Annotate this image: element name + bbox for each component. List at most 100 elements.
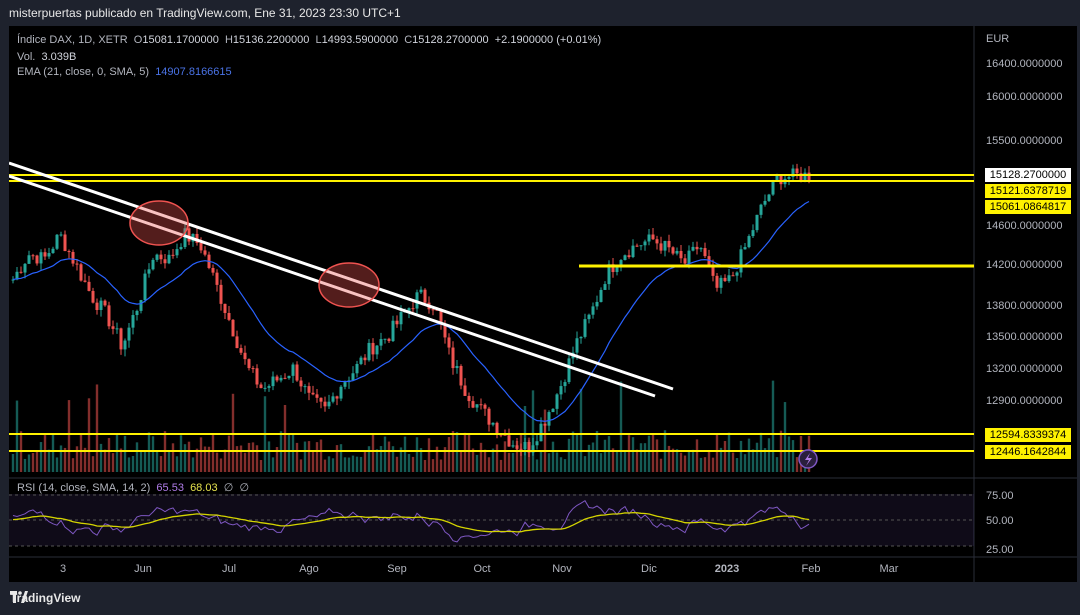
y-tick-label: 12900.0000000 — [986, 395, 1062, 407]
candle-body — [371, 342, 375, 355]
volume-bar — [623, 450, 627, 472]
candle-body — [599, 289, 603, 302]
price-label-3: 12594.8339374 — [985, 428, 1071, 442]
volume-bar — [735, 458, 739, 472]
legend-ema: 14907.8166615 — [155, 66, 232, 78]
candle-body — [639, 245, 643, 247]
volume-bar — [319, 439, 323, 472]
volume-bar — [415, 437, 419, 472]
volume-bar — [199, 437, 203, 472]
volume-bar — [667, 445, 671, 472]
candle-body — [111, 326, 115, 329]
volume-bar — [179, 435, 183, 472]
candle-body — [219, 284, 223, 304]
candle-body — [423, 289, 427, 303]
volume-bar — [631, 437, 635, 472]
candle-body — [707, 256, 711, 267]
candle-body — [183, 228, 187, 248]
volume-bar — [67, 400, 71, 472]
candle-body — [255, 368, 259, 385]
volume-bar — [771, 380, 775, 472]
volume-bar — [139, 451, 143, 472]
candle-body — [651, 234, 655, 240]
candle-body — [375, 345, 379, 355]
candle-body — [455, 366, 459, 369]
volume-bar — [567, 438, 571, 472]
volume-bar — [115, 433, 119, 472]
volume-bar — [483, 449, 487, 472]
candle-body — [479, 404, 483, 406]
volume-bar — [299, 459, 303, 472]
candle-body — [311, 392, 315, 395]
volume-bar — [399, 447, 403, 472]
volume-bar — [155, 451, 159, 472]
candle-body — [755, 214, 759, 231]
candle-body — [531, 445, 535, 453]
volume-bar — [255, 445, 259, 472]
candle-body — [635, 245, 639, 247]
price-chart[interactable]: EUR 16400.0000000 16000.0000000 15500.00000… — [9, 26, 1077, 582]
candle-body — [671, 247, 675, 254]
candle-body — [251, 368, 255, 370]
tradingview-logo[interactable]: TradingView — [10, 591, 80, 605]
volume-bar — [787, 436, 791, 472]
volume-bar — [347, 457, 351, 472]
volume-bar — [135, 442, 139, 472]
volume-bar — [619, 381, 623, 472]
price-label-last: 15128.2700000 — [985, 168, 1071, 182]
x-tick-label: Jun — [134, 563, 152, 575]
candle-body — [523, 441, 527, 450]
volume-bar — [583, 456, 587, 472]
volume-bar — [775, 457, 779, 472]
candle-body — [575, 338, 579, 353]
volume-bar — [243, 452, 247, 472]
volume-bar — [611, 448, 615, 472]
candle-body — [623, 255, 627, 261]
volume-bar — [651, 434, 655, 472]
candle-body — [19, 271, 23, 273]
volume-bar — [311, 451, 315, 472]
candle-body — [211, 267, 215, 273]
y-tick-label: 13800.0000000 — [986, 300, 1062, 312]
volume-bar — [559, 457, 563, 472]
volume-bar — [579, 388, 583, 472]
volume-bar — [551, 441, 555, 472]
candle-body — [759, 204, 763, 215]
candle-body — [511, 445, 515, 447]
candle-body — [235, 336, 239, 349]
volume-bar — [387, 441, 391, 472]
volume-bar — [679, 452, 683, 472]
volume-bar — [719, 447, 723, 472]
volume-bar — [307, 441, 311, 472]
volume-bar — [647, 435, 651, 472]
volume-bar — [563, 459, 567, 472]
volume-bar — [479, 442, 483, 472]
candle-body — [655, 239, 659, 244]
volume-bar — [219, 458, 223, 472]
candle-body — [743, 247, 747, 250]
volume-bar — [503, 441, 507, 472]
candle-body — [735, 272, 739, 276]
price-label-4: 12446.1642844 — [985, 445, 1071, 459]
candle-body — [143, 273, 147, 301]
volume-bar — [151, 436, 155, 472]
volume-bar — [507, 452, 511, 472]
candle-body — [135, 310, 139, 316]
legend-volume: 3.039B — [41, 51, 77, 63]
volume-bar — [731, 452, 735, 472]
y-tick-label: 13200.0000000 — [986, 363, 1062, 375]
chart-area[interactable]: EUR 16400.0000000 16000.0000000 15500.00000… — [9, 26, 1077, 582]
candle-body — [527, 441, 531, 453]
price-label-1: 15121.6378719 — [985, 184, 1071, 198]
candle-body — [295, 364, 299, 381]
candle-body — [643, 241, 647, 246]
tradingview-logo-text: TradingView — [10, 591, 81, 605]
volume-bar — [447, 437, 451, 472]
candle-body — [47, 253, 51, 257]
volume-bar — [87, 398, 91, 472]
volume-bar — [467, 433, 471, 472]
candle-body — [395, 320, 399, 325]
candle-body — [519, 448, 523, 450]
candle-body — [379, 339, 383, 346]
candle-body — [67, 251, 71, 253]
